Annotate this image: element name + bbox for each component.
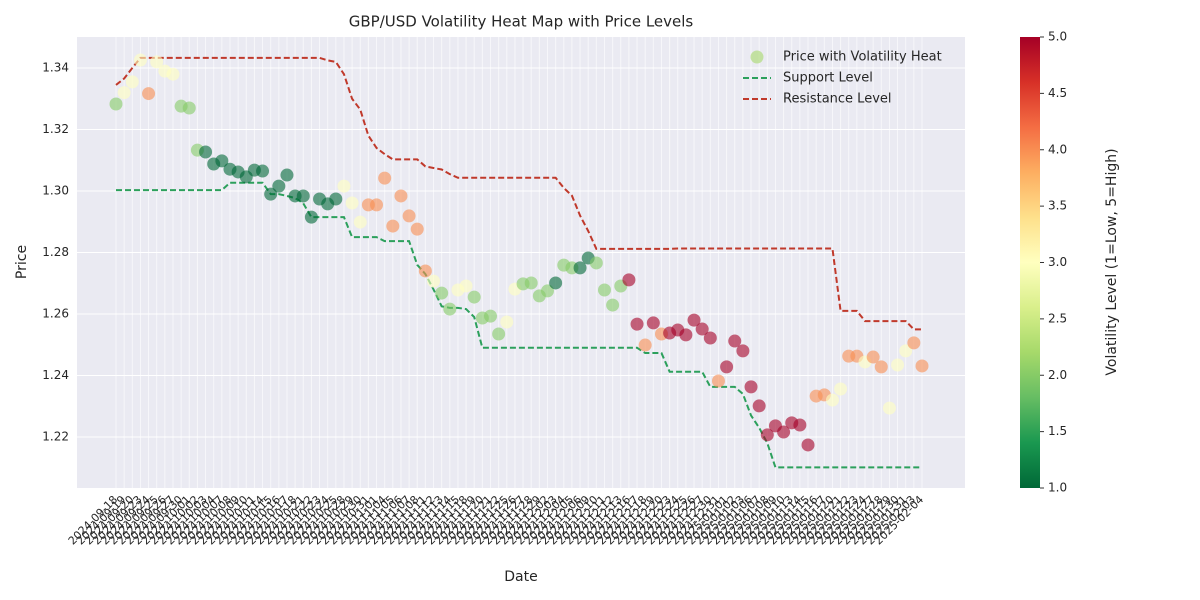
- price-point: [524, 276, 538, 290]
- price-point: [394, 189, 408, 203]
- price-point: [304, 210, 318, 224]
- price-point: [630, 317, 644, 331]
- price-point: [133, 53, 147, 67]
- y-tick-label: 1.22: [42, 429, 69, 443]
- price-point: [378, 171, 392, 185]
- price-point: [882, 401, 896, 415]
- price-point: [410, 222, 424, 236]
- legend-label: Resistance Level: [783, 92, 892, 107]
- x-axis-label: Date: [504, 569, 537, 585]
- price-point: [353, 215, 367, 229]
- price-point: [597, 283, 611, 297]
- price-point: [720, 360, 734, 374]
- price-point: [899, 344, 913, 358]
- y-tick-label: 1.26: [42, 306, 69, 320]
- price-point: [386, 219, 400, 233]
- price-point: [142, 87, 156, 101]
- colorbar-tick-label: 5.0: [1048, 30, 1067, 44]
- price-point: [744, 380, 758, 394]
- price-point: [296, 189, 310, 203]
- price-point: [834, 382, 848, 396]
- price-point: [329, 192, 343, 206]
- price-point: [182, 101, 196, 115]
- price-point: [402, 209, 416, 223]
- price-point: [280, 168, 294, 182]
- price-point: [777, 425, 791, 439]
- price-point: [793, 418, 807, 432]
- colorbar: [1020, 37, 1040, 488]
- price-point: [874, 360, 888, 374]
- price-point: [589, 256, 603, 270]
- price-point: [125, 75, 139, 89]
- price-point: [825, 393, 839, 407]
- colorbar-tick-label: 4.0: [1048, 142, 1067, 156]
- colorbar-tick-label: 1.5: [1048, 424, 1067, 438]
- price-point: [736, 344, 750, 358]
- price-point: [345, 196, 359, 210]
- colorbar-tick-label: 2.5: [1048, 311, 1067, 325]
- price-point: [150, 55, 164, 69]
- price-point: [418, 264, 432, 278]
- price-point: [549, 276, 563, 290]
- colorbar-tick-label: 2.0: [1048, 368, 1067, 382]
- price-point: [337, 179, 351, 193]
- colorbar-tick-label: 3.5: [1048, 199, 1067, 213]
- colorbar-tick-label: 1.0: [1048, 481, 1067, 495]
- y-tick-label: 1.30: [42, 184, 69, 198]
- price-point: [370, 198, 384, 212]
- price-point: [117, 86, 131, 100]
- plot-area: [77, 37, 965, 488]
- price-point: [801, 438, 815, 452]
- price-point: [492, 327, 506, 341]
- y-tick-label: 1.28: [42, 245, 69, 259]
- price-point: [256, 164, 270, 178]
- price-point: [891, 358, 905, 372]
- price-point: [638, 338, 652, 352]
- price-point: [695, 322, 709, 336]
- price-point: [109, 97, 123, 111]
- price-point: [427, 274, 441, 288]
- colorbar-tick-label: 3.0: [1048, 255, 1067, 269]
- y-tick-label: 1.32: [42, 122, 69, 136]
- price-point: [752, 399, 766, 413]
- price-point: [264, 187, 278, 201]
- colorbar-label: Volatility Level (1=Low, 5=High): [1104, 148, 1120, 375]
- price-point: [866, 350, 880, 364]
- level-line: [116, 181, 922, 469]
- price-point: [915, 359, 929, 373]
- y-axis-label: Price: [14, 245, 30, 279]
- colorbar-tick-label: 4.5: [1048, 86, 1067, 100]
- price-point: [467, 290, 481, 304]
- price-point: [711, 374, 725, 388]
- price-point: [728, 334, 742, 348]
- price-point: [500, 315, 514, 329]
- price-point: [199, 145, 213, 159]
- legend-label: Price with Volatility Heat: [783, 50, 942, 65]
- price-point: [459, 279, 473, 293]
- price-point: [272, 179, 286, 193]
- price-point: [540, 284, 554, 298]
- price-point: [435, 286, 449, 300]
- price-point: [606, 298, 620, 312]
- price-point: [907, 336, 921, 350]
- price-point: [646, 316, 660, 330]
- price-point: [166, 67, 180, 81]
- price-point: [703, 331, 717, 345]
- price-point: [622, 273, 636, 287]
- legend-marker: [750, 50, 764, 64]
- price-point: [215, 154, 229, 168]
- price-point: [484, 309, 498, 323]
- price-point: [679, 328, 693, 342]
- y-tick-label: 1.24: [42, 368, 69, 382]
- price-point: [443, 302, 457, 316]
- chart-title: GBP/USD Volatility Heat Map with Price L…: [349, 13, 694, 31]
- legend-label: Support Level: [783, 71, 873, 86]
- price-point: [573, 261, 587, 275]
- price-point: [687, 313, 701, 327]
- level-line: [115, 56, 922, 331]
- price-point: [760, 428, 774, 442]
- y-tick-label: 1.34: [42, 61, 69, 75]
